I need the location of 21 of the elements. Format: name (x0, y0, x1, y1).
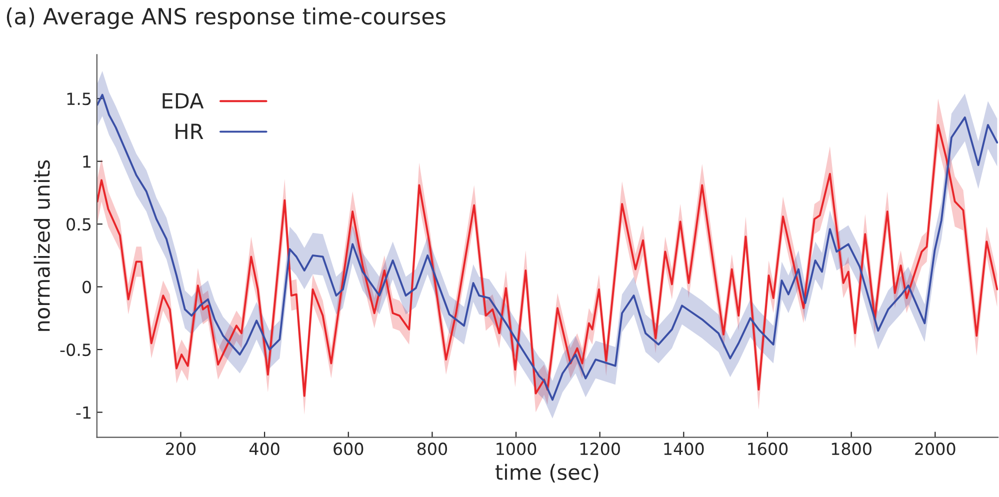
x-tick-label: 1600 (748, 442, 788, 456)
x-tick-label: 200 (166, 442, 196, 456)
y-axis-title: normalized units (34, 160, 50, 331)
x-tick-label: 1200 (580, 442, 620, 456)
y-tick-label: 0.5 (66, 218, 91, 231)
chart-title: (a) Average ANS response time-courses (6, 7, 446, 29)
y-tick-label: -1 (76, 406, 91, 419)
y-tick-label: -0.5 (60, 343, 91, 356)
x-tick-label: 600 (334, 442, 364, 456)
legend-label: EDA (162, 93, 204, 108)
x-tick-label: 1000 (496, 442, 536, 456)
y-tick-label: 1.5 (67, 92, 91, 106)
x-tick-label: 800 (417, 442, 447, 456)
y-tick-label: 0 (82, 280, 91, 294)
x-tick-label: 1800 (832, 442, 872, 456)
x-tick-label: 400 (249, 442, 280, 456)
x-tick-label: 1400 (664, 442, 704, 456)
x-tick-label: 2000 (915, 442, 956, 456)
legend-label: HR (176, 124, 204, 139)
y-tick-label: 1 (83, 156, 91, 168)
x-axis-title: time (sec) (495, 464, 598, 482)
